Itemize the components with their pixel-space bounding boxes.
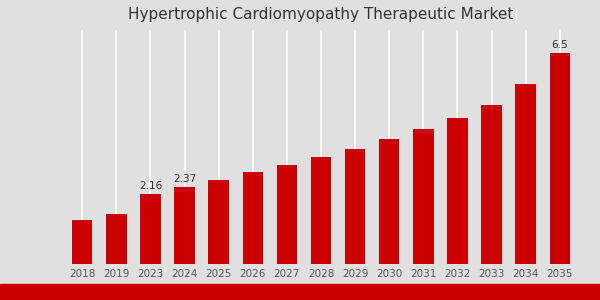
Bar [379,139,400,264]
Title: Hypertrophic Cardiomyopathy Therapeutic Market: Hypertrophic Cardiomyopathy Therapeutic … [128,7,514,22]
Bar [277,165,297,264]
Bar [481,105,502,264]
Bar [174,187,195,264]
Bar [447,118,468,264]
Bar [106,214,127,264]
Bar [413,129,434,264]
Text: 6.5: 6.5 [551,40,568,50]
Bar [311,158,331,264]
Text: 2.16: 2.16 [139,181,162,191]
Bar [550,53,570,264]
Bar [515,84,536,264]
Bar [208,179,229,264]
Bar [72,220,92,264]
Bar [140,194,161,264]
Bar [242,172,263,264]
Text: 2.37: 2.37 [173,174,196,184]
Bar [345,148,365,264]
